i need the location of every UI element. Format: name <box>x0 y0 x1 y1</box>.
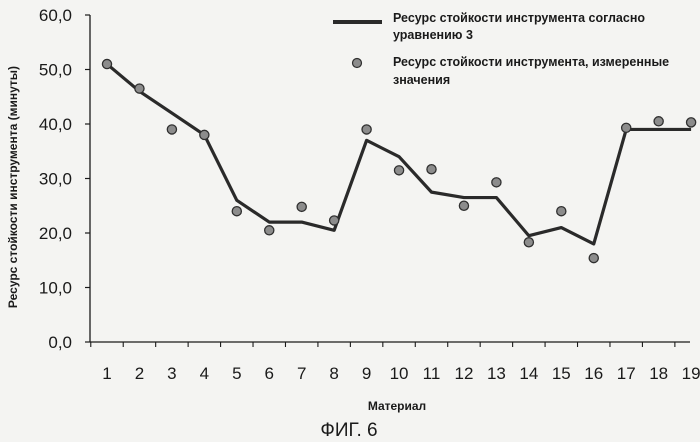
measured-point <box>687 118 696 127</box>
measured-point <box>135 84 144 93</box>
measured-point <box>297 202 306 211</box>
x-axis-ticks: 12345678910111213141516171819 <box>91 342 700 383</box>
measured-point <box>427 165 436 174</box>
measured-point <box>492 178 501 187</box>
measured-point <box>167 125 176 134</box>
measured-point <box>394 166 403 175</box>
legend-label-measured-line1: Ресурс стойкости инструмента, измеренные <box>393 55 669 69</box>
measured-point <box>265 226 274 235</box>
measured-point <box>330 216 339 225</box>
y-tick-label: 10,0 <box>39 279 72 298</box>
x-tick-label: 1 <box>102 364 111 383</box>
x-tick-label: 3 <box>167 364 176 383</box>
x-tick-label: 10 <box>390 364 409 383</box>
x-tick-label: 7 <box>297 364 306 383</box>
x-tick-label: 13 <box>487 364 506 383</box>
legend-label-equation-line2: уравнению 3 <box>393 28 473 42</box>
legend-label-measured-line2: значения <box>393 73 450 87</box>
measured-point <box>654 117 663 126</box>
y-tick-label: 60,0 <box>39 6 72 25</box>
y-tick-label: 40,0 <box>39 115 72 134</box>
measured-point <box>232 207 241 216</box>
measured-point <box>102 59 111 68</box>
measured-point <box>589 253 598 262</box>
legend-marker-swatch <box>353 59 362 68</box>
x-tick-label: 2 <box>135 364 144 383</box>
x-tick-label: 17 <box>617 364 636 383</box>
x-tick-label: 14 <box>519 364 538 383</box>
y-axis-ticks: 0,0 10,0 20,0 30,0 40,0 50,0 60,0 <box>39 6 90 352</box>
series-measured-markers <box>102 59 695 262</box>
y-tick-label: 20,0 <box>39 224 72 243</box>
y-tick-label: 0,0 <box>48 333 72 352</box>
x-tick-label: 18 <box>649 364 668 383</box>
y-tick-label: 50,0 <box>39 61 72 80</box>
x-tick-label: 15 <box>552 364 571 383</box>
measured-point <box>459 201 468 210</box>
measured-point <box>362 125 371 134</box>
x-tick-label: 12 <box>454 364 473 383</box>
x-tick-label: 16 <box>584 364 603 383</box>
measured-point <box>622 123 631 132</box>
y-axis-title: Ресурс стойкости инструмента (минуты) <box>6 66 20 308</box>
x-tick-label: 19 <box>682 364 700 383</box>
x-tick-label: 6 <box>265 364 274 383</box>
legend: Ресурс стойкости инструмента согласно ур… <box>333 11 669 87</box>
series-line-equation-3 <box>107 64 691 244</box>
figure-caption: ФИГ. 6 <box>320 420 377 441</box>
x-tick-label: 9 <box>362 364 371 383</box>
measured-point <box>557 207 566 216</box>
x-tick-label: 5 <box>232 364 241 383</box>
measured-point <box>524 238 533 247</box>
measured-point <box>200 130 209 139</box>
y-tick-label: 30,0 <box>39 170 72 189</box>
legend-label-equation-line1: Ресурс стойкости инструмента согласно <box>393 11 645 25</box>
x-tick-label: 8 <box>329 364 338 383</box>
x-axis-title: Материал <box>368 399 426 413</box>
x-tick-label: 11 <box>423 364 441 383</box>
x-tick-label: 4 <box>200 364 209 383</box>
